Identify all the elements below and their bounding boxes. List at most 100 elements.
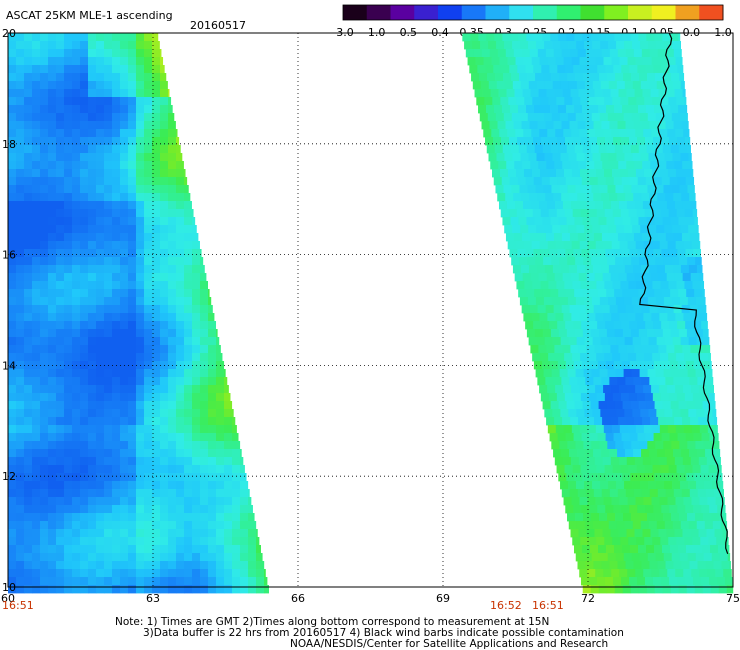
swath-cell bbox=[571, 241, 581, 250]
swath-cell bbox=[152, 161, 161, 170]
swath-cell bbox=[711, 553, 721, 562]
swath-cell bbox=[650, 89, 659, 98]
swath-cell bbox=[96, 289, 105, 298]
swath-cell bbox=[540, 353, 549, 362]
swath-cell bbox=[128, 457, 137, 466]
swath-cell bbox=[550, 401, 559, 410]
swath-cell bbox=[496, 41, 505, 50]
swath-cell bbox=[729, 561, 731, 570]
swath-cell bbox=[40, 497, 49, 506]
swath-cell bbox=[612, 537, 621, 546]
swath-cell bbox=[635, 497, 644, 506]
swath-cell bbox=[572, 97, 581, 106]
swath-cell bbox=[593, 193, 602, 202]
swath-cell bbox=[72, 577, 81, 586]
swath-cell bbox=[56, 345, 65, 354]
swath-cell bbox=[184, 489, 193, 498]
swath-cell bbox=[643, 425, 653, 434]
swath-cell bbox=[240, 537, 249, 546]
swath-cell bbox=[232, 537, 241, 546]
swath-cell bbox=[673, 193, 682, 202]
swath-cell bbox=[597, 65, 606, 74]
swath-cell bbox=[574, 329, 584, 338]
swath-cell bbox=[628, 353, 637, 362]
swath-cell bbox=[589, 321, 598, 330]
swath-cell bbox=[200, 305, 209, 314]
swath-cell bbox=[48, 377, 57, 386]
swath-cell bbox=[662, 473, 671, 482]
swath-cell bbox=[674, 273, 684, 282]
swath-cell bbox=[208, 537, 217, 546]
swath-cell bbox=[16, 193, 25, 202]
colorbar-segment bbox=[461, 5, 486, 20]
colorbar-segment bbox=[390, 5, 415, 20]
swath-cell bbox=[40, 481, 49, 490]
swath-cell bbox=[64, 153, 73, 162]
swath-cell bbox=[160, 65, 165, 74]
swath-cell bbox=[16, 257, 25, 266]
swath-cell bbox=[80, 177, 89, 186]
swath-cell bbox=[710, 473, 719, 482]
swath-cell bbox=[596, 353, 605, 362]
swath-cell bbox=[562, 89, 571, 98]
swath-cell bbox=[713, 561, 722, 570]
swath-cell bbox=[64, 57, 73, 66]
swath-cell bbox=[160, 225, 169, 234]
swath-cell bbox=[517, 137, 526, 146]
swath-cell bbox=[8, 225, 17, 234]
swath-cell bbox=[556, 353, 565, 362]
swath-cell bbox=[216, 441, 225, 450]
swath-cell bbox=[491, 57, 500, 66]
swath-cell bbox=[646, 473, 655, 482]
swath-cell bbox=[702, 401, 711, 410]
swath-cell bbox=[8, 177, 17, 186]
swath-cell bbox=[168, 289, 177, 298]
swath-cell bbox=[624, 521, 634, 530]
swath-cell bbox=[494, 33, 503, 42]
swath-cell bbox=[542, 105, 551, 114]
swath-cell bbox=[104, 185, 113, 194]
swath-cell bbox=[513, 121, 522, 130]
swath-cell bbox=[497, 121, 506, 130]
swath-cell bbox=[136, 337, 145, 346]
swath-cell bbox=[176, 345, 185, 354]
swath-cell bbox=[160, 545, 169, 554]
swath-cell bbox=[644, 209, 654, 218]
swath-cell bbox=[652, 393, 662, 402]
swath-cell bbox=[144, 121, 153, 130]
swath-cell bbox=[152, 505, 161, 514]
swath-cell bbox=[8, 313, 17, 322]
swath-cell bbox=[64, 401, 73, 410]
swath-cell bbox=[529, 193, 538, 202]
swath-cell bbox=[592, 153, 601, 162]
swath-cell bbox=[608, 153, 617, 162]
swath-cell bbox=[128, 225, 137, 234]
swath-cell bbox=[24, 465, 33, 474]
swath-cell bbox=[607, 553, 617, 562]
swath-cell bbox=[48, 97, 57, 106]
swath-cell bbox=[48, 337, 57, 346]
swath-cell bbox=[112, 161, 121, 170]
swath-cell bbox=[707, 385, 715, 394]
swath-cell bbox=[533, 249, 542, 258]
swath-cell bbox=[144, 41, 153, 50]
swath-cell bbox=[104, 137, 113, 146]
swath-cell bbox=[96, 545, 105, 554]
swath-cell bbox=[614, 473, 623, 482]
swath-cell bbox=[557, 361, 567, 370]
swath-cell bbox=[216, 425, 225, 434]
swath-cell bbox=[679, 441, 688, 450]
swath-cell bbox=[552, 225, 561, 234]
swath-cell bbox=[665, 377, 674, 386]
swath-cell bbox=[144, 225, 153, 234]
swath-cell bbox=[32, 281, 41, 290]
swath-cell bbox=[662, 401, 671, 410]
swath-cell bbox=[56, 217, 65, 226]
swath-cell bbox=[64, 353, 73, 362]
swath-cell bbox=[478, 33, 487, 42]
swath-cell bbox=[711, 441, 720, 450]
swath-cell bbox=[160, 121, 169, 130]
swath-cell bbox=[602, 201, 612, 210]
swath-cell bbox=[640, 81, 650, 90]
swath-cell bbox=[168, 449, 177, 458]
